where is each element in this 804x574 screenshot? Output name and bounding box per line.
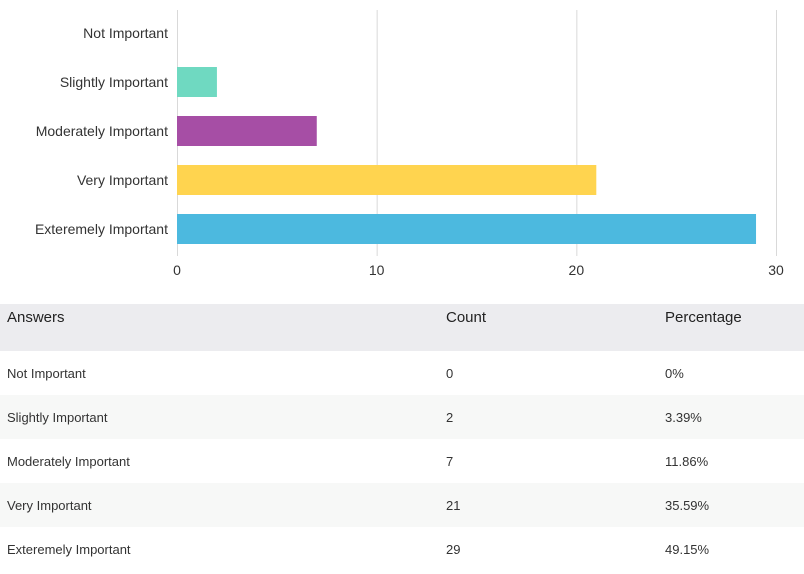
bar — [177, 165, 597, 195]
cell-answer: Moderately Important — [0, 439, 439, 483]
bar — [177, 67, 217, 97]
y-tick-label: Slightly Important — [60, 74, 168, 90]
table-row: Moderately Important 7 11.86% — [0, 439, 804, 483]
table-row: Very Important 21 35.59% — [0, 483, 804, 527]
cell-percentage: 11.86% — [658, 439, 804, 483]
cell-count: 29 — [439, 527, 658, 571]
table-header-row: Answers Count Percentage — [0, 304, 804, 351]
cell-percentage: 35.59% — [658, 483, 804, 527]
y-tick-label: Not Important — [83, 25, 168, 41]
y-tick-label: Moderately Important — [36, 123, 168, 139]
bar-chart-svg: 0 10 20 30 Not Important Slightly Important Mo… — [35, 10, 784, 278]
cell-answer: Exteremely Important — [0, 527, 439, 571]
x-tick-label: 0 — [173, 262, 181, 278]
bar — [177, 116, 317, 146]
header-answers: Answers — [0, 304, 439, 351]
cell-answer: Not Important — [0, 351, 439, 395]
cell-answer: Slightly Important — [0, 395, 439, 439]
table-row: Exteremely Important 29 49.15% — [0, 527, 804, 571]
bar-chart: 0 10 20 30 Not Important Slightly Important Mo… — [35, 10, 784, 278]
table-row: Slightly Important 2 3.39% — [0, 395, 804, 439]
cell-percentage: 49.15% — [658, 527, 804, 571]
y-tick-label: Exteremely Important — [35, 221, 168, 237]
bar — [177, 214, 757, 244]
header-count: Count — [439, 304, 658, 351]
x-tick-label: 20 — [569, 262, 585, 278]
header-percentage: Percentage — [658, 304, 804, 351]
cell-count: 7 — [439, 439, 658, 483]
table-row: Not Important 0 0% — [0, 351, 804, 395]
cell-answer: Very Important — [0, 483, 439, 527]
cell-count: 2 — [439, 395, 658, 439]
cell-percentage: 0% — [658, 351, 804, 395]
cell-count: 21 — [439, 483, 658, 527]
x-tick-label: 30 — [768, 262, 784, 278]
cell-count: 0 — [439, 351, 658, 395]
results-table: Answers Count Percentage Not Important 0… — [0, 304, 804, 571]
x-tick-label: 10 — [369, 262, 385, 278]
cell-percentage: 3.39% — [658, 395, 804, 439]
y-tick-label: Very Important — [77, 172, 168, 188]
